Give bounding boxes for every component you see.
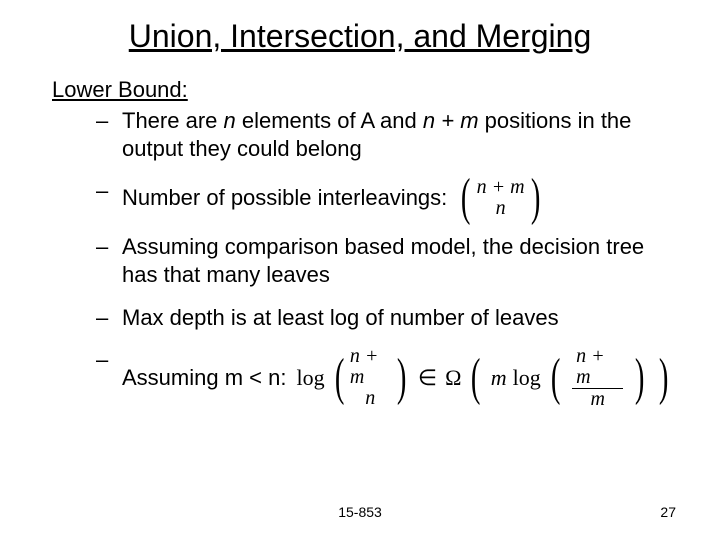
bullet-1-var-n: n xyxy=(224,108,236,133)
bullet-3: Assuming comparison based model, the dec… xyxy=(96,233,672,289)
paren-right-icon: ) xyxy=(530,178,540,219)
paren-left-icon: ( xyxy=(551,358,561,399)
fraction: n + m m xyxy=(570,346,625,410)
paren-right-icon: ) xyxy=(396,358,406,399)
bullet-5-text: Assuming m < n: xyxy=(122,364,286,392)
binomial-formula: ( n + m n ) xyxy=(457,177,544,219)
binom-bot: n xyxy=(496,198,506,219)
log-symbol: log xyxy=(296,367,324,389)
paren-left-icon: ( xyxy=(334,358,344,399)
binom2-top: n + m xyxy=(350,346,391,388)
complexity-formula: log ( n + m n ) ∈ Ω ( m log ( xyxy=(296,346,672,410)
bullet-5: Assuming m < n: log ( n + m n ) ∈ Ω ( m xyxy=(96,346,672,410)
var-m: m xyxy=(491,367,507,389)
binom-top: n + m xyxy=(477,177,525,198)
paren-right-icon: ) xyxy=(659,358,669,399)
frac-num: n + m xyxy=(572,346,623,389)
bullet-4: Max depth is at least log of number of l… xyxy=(96,304,672,332)
bullet-2-text: Number of possible interleavings: xyxy=(122,184,447,212)
paren-right-icon: ) xyxy=(635,358,645,399)
omega-symbol: Ω xyxy=(445,367,461,389)
paren-left-icon: ( xyxy=(461,178,471,219)
bullet-1-var-nplusm: n + m xyxy=(423,108,479,133)
bullet-list: There are n elements of A and n + m posi… xyxy=(96,107,672,410)
bullet-2: Number of possible interleavings: ( n + … xyxy=(96,177,672,219)
footer-page-number: 27 xyxy=(660,504,676,520)
frac-den: m xyxy=(586,389,608,410)
bullet-1: There are n elements of A and n + m posi… xyxy=(96,107,672,163)
slide: Union, Intersection, and Merging Lower B… xyxy=(0,0,720,540)
element-of-symbol: ∈ xyxy=(416,367,439,389)
paren-left-icon: ( xyxy=(471,358,481,399)
footer-course-number: 15-853 xyxy=(0,504,720,520)
section-heading: Lower Bound: xyxy=(52,77,672,103)
binom2-bot: n xyxy=(365,388,375,409)
bullet-1-text-pre: There are xyxy=(122,108,224,133)
log-symbol-2: log xyxy=(513,367,541,389)
bullet-1-text-mid: elements of A and xyxy=(236,108,423,133)
slide-title: Union, Intersection, and Merging xyxy=(48,18,672,55)
